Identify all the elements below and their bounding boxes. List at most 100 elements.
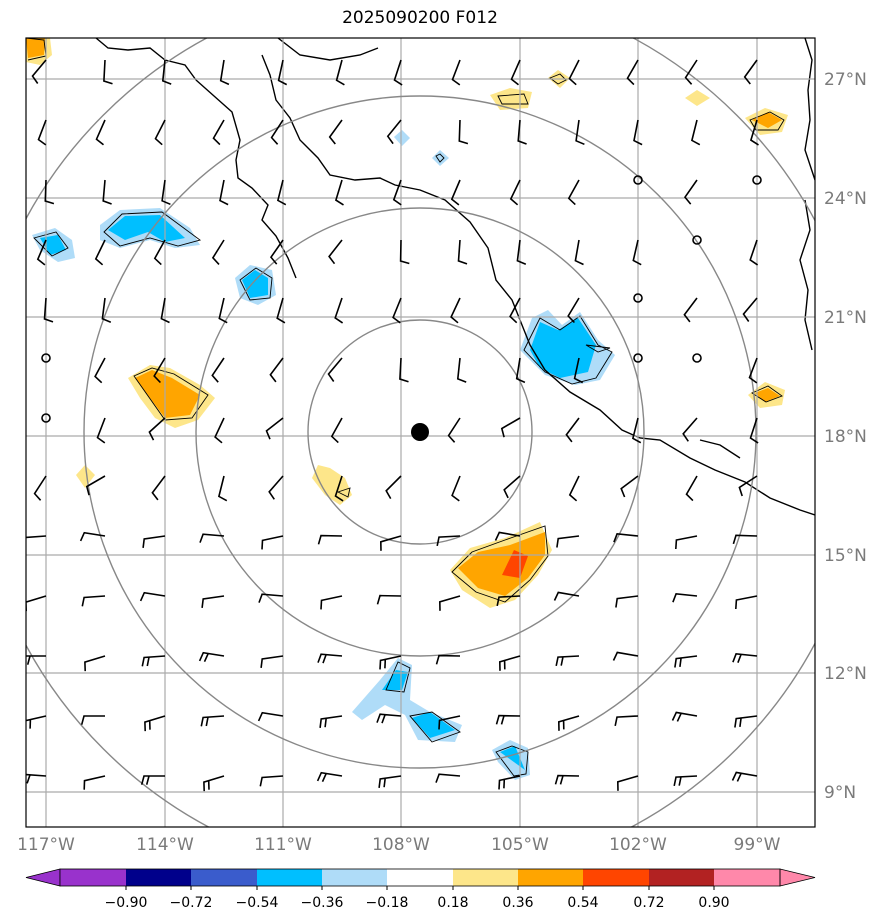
wind-barb [148, 417, 166, 441]
wind-barb [450, 179, 461, 206]
wind-barb [80, 715, 105, 725]
wind-barb [270, 119, 284, 145]
wind-barb [557, 715, 580, 731]
colorbar-tick-label: 0.36 [502, 895, 533, 911]
contour-negative [500, 746, 525, 770]
wind-barb [26, 595, 47, 612]
wind-barb [102, 179, 112, 205]
lat-label: 15°N [824, 546, 867, 566]
lat-label: 21°N [824, 308, 867, 328]
contour-positive [458, 532, 545, 596]
lon-label: 99°W [734, 835, 781, 855]
wind-barb [219, 59, 230, 86]
wind-barb [260, 655, 284, 668]
wind-barb [379, 535, 402, 551]
wind-barb [94, 239, 106, 266]
lon-label: 102°W [609, 835, 667, 855]
wind-barb [330, 417, 343, 444]
graticule [26, 38, 815, 827]
contour-positive [752, 112, 782, 128]
wind-barb [203, 775, 225, 792]
contour-negative [394, 130, 410, 146]
wind-barb [495, 714, 521, 725]
wind-barb [553, 591, 580, 601]
wind-barb [565, 417, 580, 443]
wind-barb [672, 592, 698, 603]
wind-barb [438, 715, 461, 730]
wind-barb [153, 239, 166, 266]
contour-lines [26, 38, 785, 777]
wind-barb [556, 535, 580, 548]
lon-label: 105°W [491, 835, 549, 855]
colorbar-tick-label: 0.72 [633, 895, 664, 911]
wind-barb [438, 595, 461, 611]
calm-wind-circle [692, 353, 702, 363]
wind-barb [613, 532, 639, 543]
wind-barb [319, 715, 343, 728]
wind-barb [37, 119, 47, 146]
wind-barb [276, 179, 287, 206]
wind-barb [268, 475, 284, 500]
colorbar [25, 868, 816, 890]
wind-barb [83, 775, 106, 790]
colorbar-tick-label: 0.54 [567, 895, 598, 911]
wind-barb [399, 357, 409, 383]
wind-barb [154, 119, 166, 146]
wind-barb [732, 652, 758, 663]
map-title: 2025090200 F012 [342, 8, 498, 28]
calm-wind-circle [633, 353, 643, 363]
wind-barb [735, 595, 758, 610]
wind-barb [269, 357, 284, 383]
wind-barb [378, 775, 402, 788]
wind-barb [517, 119, 527, 145]
wind-barb [214, 417, 225, 444]
lon-label: 117°W [17, 835, 75, 855]
wind-barb [96, 417, 106, 444]
wind-barb [731, 771, 758, 782]
wind-barb [142, 535, 166, 548]
wind-barb [376, 713, 402, 724]
wind-barb [574, 239, 584, 266]
wind-barb [494, 531, 521, 541]
colorbar-segment [191, 869, 257, 886]
wind-barb [211, 357, 225, 383]
wind-barb [258, 593, 284, 603]
contour-negative [530, 318, 596, 378]
wind-barb [516, 239, 527, 265]
wind-barb [198, 651, 225, 663]
wind-barb [554, 774, 580, 785]
colorbar-tick-label: −0.18 [366, 895, 409, 911]
wind-barb [328, 239, 343, 265]
colorbar-segment [387, 869, 453, 886]
range-rings [26, 38, 815, 827]
wind-barb [451, 475, 461, 502]
colorbar-segment [257, 869, 322, 886]
wind-barb [684, 59, 698, 85]
wind-barb [153, 357, 166, 384]
colorbar-segment [583, 869, 649, 886]
lat-label: 12°N [824, 664, 867, 684]
wind-barb [334, 179, 344, 206]
wind-barb [749, 239, 759, 266]
wind-barb [450, 297, 461, 324]
wind-barb [151, 475, 166, 501]
wind-barb [567, 297, 580, 324]
wind-barb [26, 535, 47, 539]
wind-barb [212, 119, 225, 146]
wind-barb [457, 239, 468, 265]
wind-barb [141, 655, 166, 667]
wind-barb [217, 475, 228, 502]
wind-barb [259, 775, 284, 787]
wind-barb [392, 179, 402, 206]
wind-barb [140, 775, 165, 785]
contour-positive [502, 550, 528, 578]
wind-barb [399, 239, 410, 265]
wind-barb [160, 297, 170, 324]
wind-barb [435, 773, 461, 783]
wind-barb [749, 417, 759, 444]
colorbar-segment [322, 869, 387, 886]
colorbar-tick-label: −0.90 [105, 895, 148, 911]
wind-barb [335, 59, 345, 86]
wind-barb [269, 239, 284, 265]
calm-wind-circle [41, 413, 51, 423]
